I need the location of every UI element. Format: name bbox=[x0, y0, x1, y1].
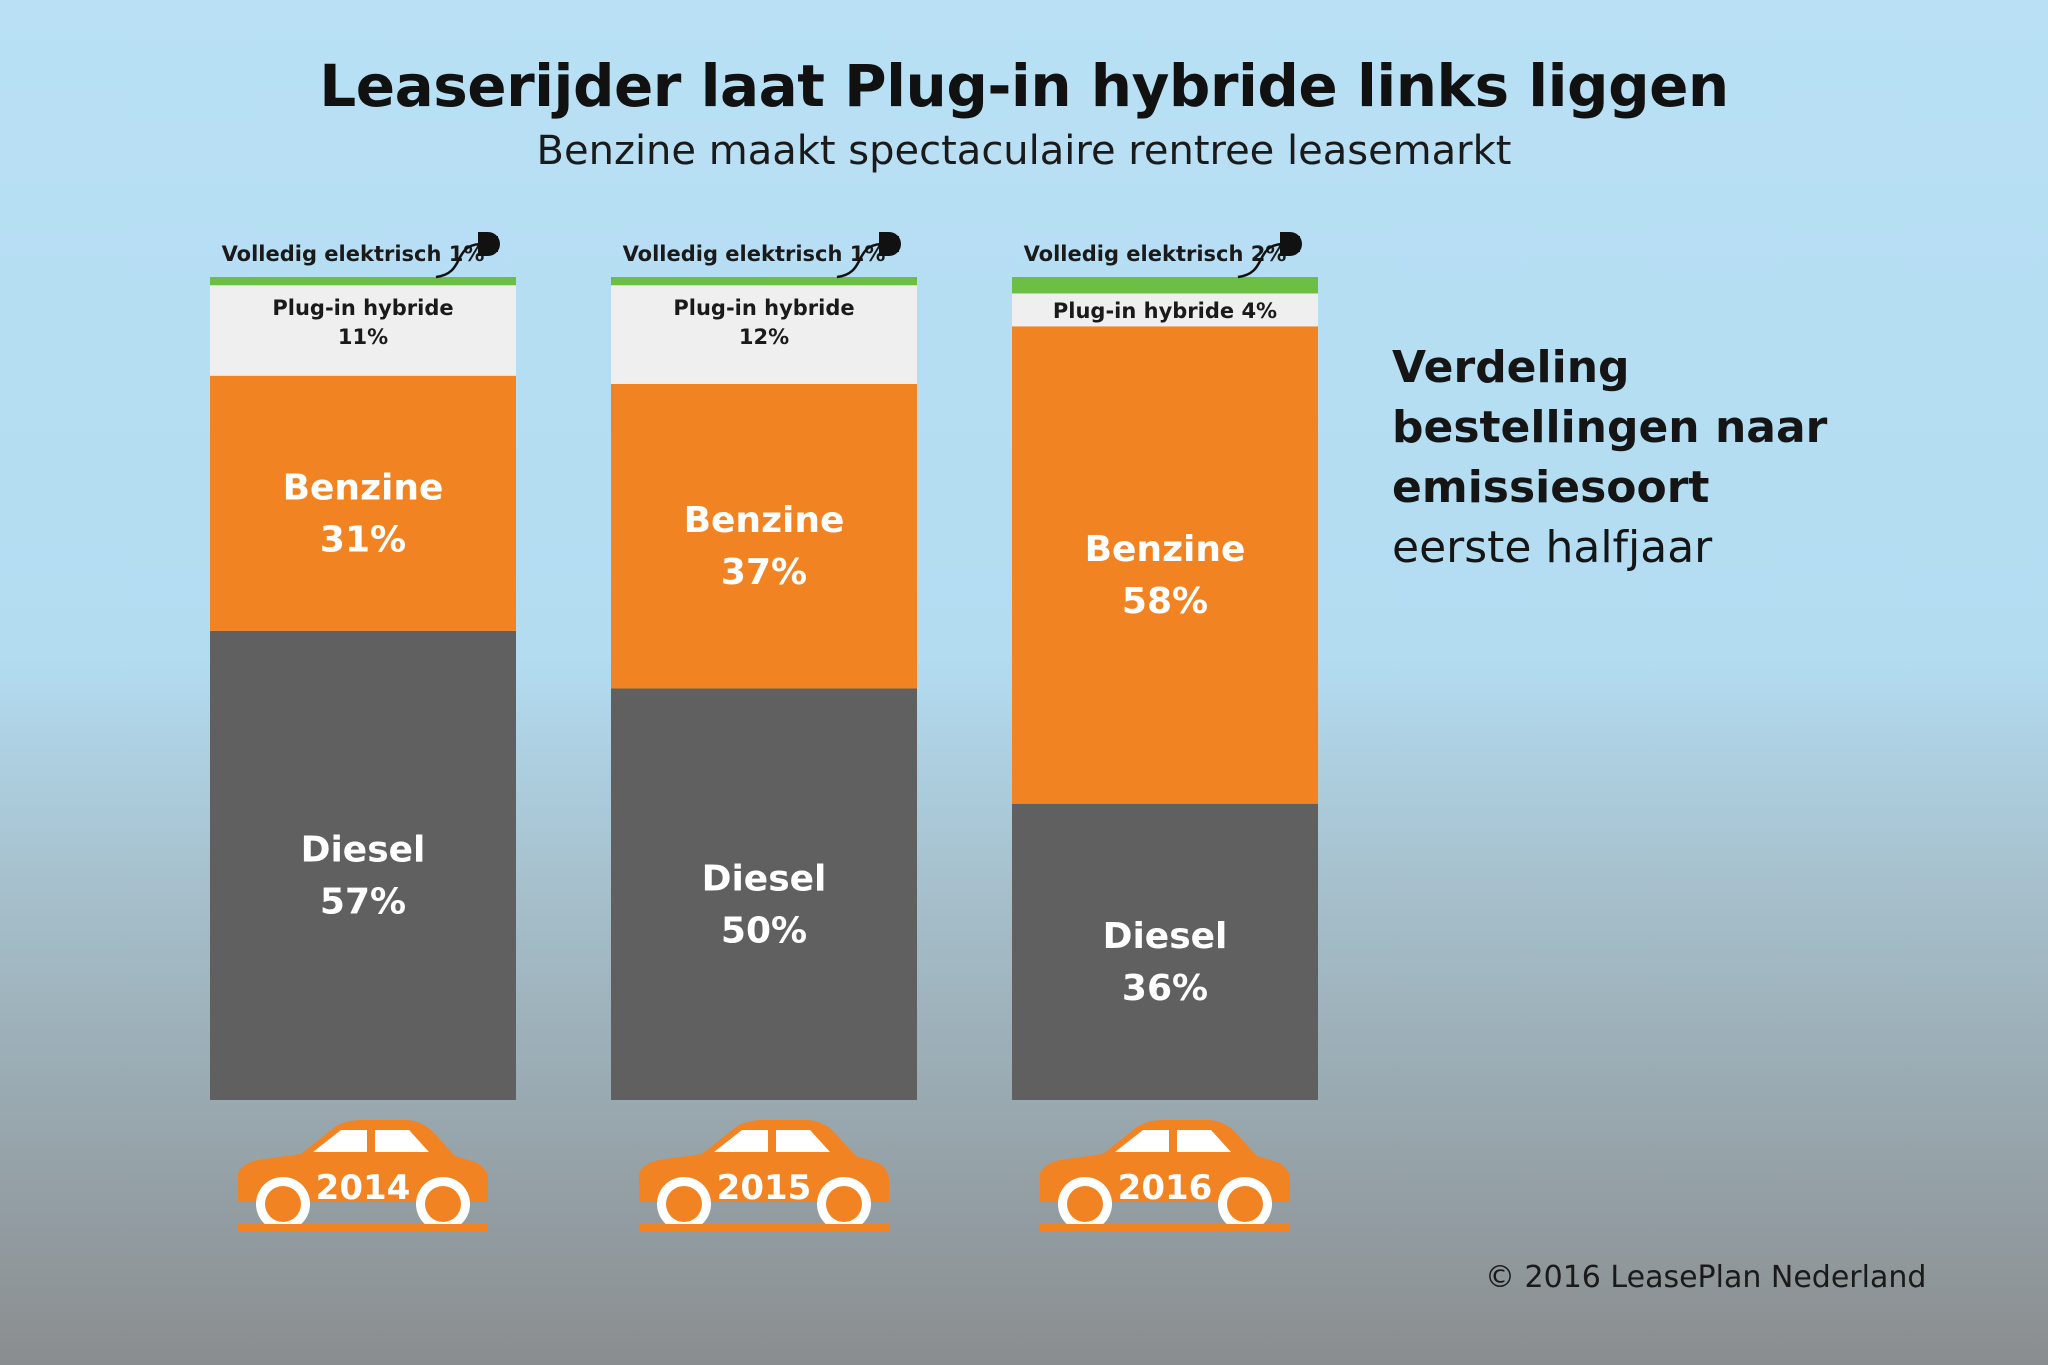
data-label-diesel-value-2015: 50% bbox=[721, 910, 807, 951]
plug-cable-icon bbox=[435, 242, 481, 279]
car-wheel-icon bbox=[1067, 1186, 1103, 1222]
data-label-plugin-name-2014: Plug-in hybride bbox=[272, 296, 453, 320]
description-line-4: eerste halfjaar bbox=[1392, 522, 1713, 573]
car-window-icon bbox=[1177, 1130, 1231, 1152]
data-label-benzine-name-2015: Benzine bbox=[684, 500, 845, 541]
car-icon bbox=[238, 1120, 488, 1202]
data-label-plugin-2016: Plug-in hybride 4% bbox=[1053, 299, 1277, 323]
car-icon bbox=[639, 1120, 889, 1202]
bar-segment-plug-in-hybride-2015 bbox=[611, 285, 917, 384]
data-label-elektrisch-2014: Volledig elektrisch 1% bbox=[222, 242, 485, 266]
car-ground-line bbox=[1040, 1224, 1290, 1232]
description-line-1: Verdeling bbox=[1392, 342, 1630, 393]
data-label-elektrisch-2016: Volledig elektrisch 2% bbox=[1024, 242, 1287, 266]
description-line-2: bestellingen naar bbox=[1392, 402, 1828, 453]
car-wheel-icon bbox=[666, 1186, 702, 1222]
car-icon bbox=[1040, 1120, 1290, 1202]
car-wheel-icon bbox=[826, 1186, 862, 1222]
car-wheel-icon bbox=[425, 1186, 461, 1222]
bar-segment-volledig-elektrisch-2014 bbox=[210, 277, 516, 286]
car-ground-line bbox=[639, 1224, 889, 1232]
bar-segment-plug-in-hybride-2014 bbox=[210, 285, 516, 376]
chart-description: Verdeling bestellingen naar emissiesoort… bbox=[1392, 338, 1827, 578]
data-label-benzine-value-2014: 31% bbox=[320, 519, 406, 560]
data-label-benzine-name-2016: Benzine bbox=[1085, 529, 1246, 570]
category-label-2016: 2016 bbox=[1118, 1168, 1213, 1208]
data-label-diesel-value-2014: 57% bbox=[320, 881, 406, 922]
bar-segment-benzine-2015 bbox=[611, 383, 917, 689]
data-label-benzine-value-2016: 58% bbox=[1122, 581, 1208, 622]
copyright-notice: © 2016 LeasePlan Nederland bbox=[1485, 1260, 1927, 1295]
data-label-elektrisch-2015: Volledig elektrisch 1% bbox=[623, 242, 886, 266]
data-label-diesel-value-2016: 36% bbox=[1122, 968, 1208, 1009]
plug-icon bbox=[1280, 232, 1302, 256]
category-label-2014: 2014 bbox=[316, 1168, 411, 1208]
car-wheel-icon bbox=[1227, 1186, 1263, 1222]
bar-segment-diesel-2016 bbox=[1012, 803, 1318, 1100]
chart-title: Leaserijder laat Plug-in hybride links l… bbox=[319, 52, 1729, 120]
data-label-plugin-value-2015: 12% bbox=[739, 325, 789, 349]
car-window-icon bbox=[776, 1130, 830, 1152]
category-label-2015: 2015 bbox=[717, 1168, 812, 1208]
bar-segment-diesel-2014 bbox=[210, 630, 516, 1100]
bar-segment-benzine-2014 bbox=[210, 375, 516, 631]
car-window-icon bbox=[313, 1130, 367, 1152]
data-label-diesel-name-2015: Diesel bbox=[702, 858, 827, 899]
data-label-benzine-value-2015: 37% bbox=[721, 552, 807, 593]
bar-segment-diesel-2015 bbox=[611, 688, 917, 1100]
bar-segment-volledig-elektrisch-2015 bbox=[611, 277, 917, 286]
chart-subtitle: Benzine maakt spectaculaire rentree leas… bbox=[536, 128, 1512, 174]
bar-segment-plug-in-hybride-2016 bbox=[1012, 293, 1318, 327]
data-label-benzine-name-2014: Benzine bbox=[283, 467, 444, 508]
car-window-icon bbox=[1115, 1130, 1169, 1152]
car-window-icon bbox=[375, 1130, 429, 1152]
car-ground-line bbox=[238, 1224, 488, 1232]
plug-cable-icon bbox=[836, 242, 882, 279]
description-line-3: emissiesoort bbox=[1392, 462, 1710, 513]
bar-segment-benzine-2016 bbox=[1012, 326, 1318, 804]
plug-cable-icon bbox=[1237, 242, 1283, 279]
car-wheel-icon bbox=[265, 1186, 301, 1222]
plug-icon bbox=[879, 232, 901, 256]
data-label-diesel-name-2014: Diesel bbox=[301, 829, 426, 870]
car-window-icon bbox=[714, 1130, 768, 1152]
plug-icon bbox=[478, 232, 500, 256]
data-label-plugin-value-2014: 11% bbox=[338, 325, 388, 349]
bar-segment-volledig-elektrisch-2016 bbox=[1012, 277, 1318, 294]
data-label-diesel-name-2016: Diesel bbox=[1103, 916, 1228, 957]
data-label-plugin-name-2015: Plug-in hybride bbox=[673, 296, 854, 320]
